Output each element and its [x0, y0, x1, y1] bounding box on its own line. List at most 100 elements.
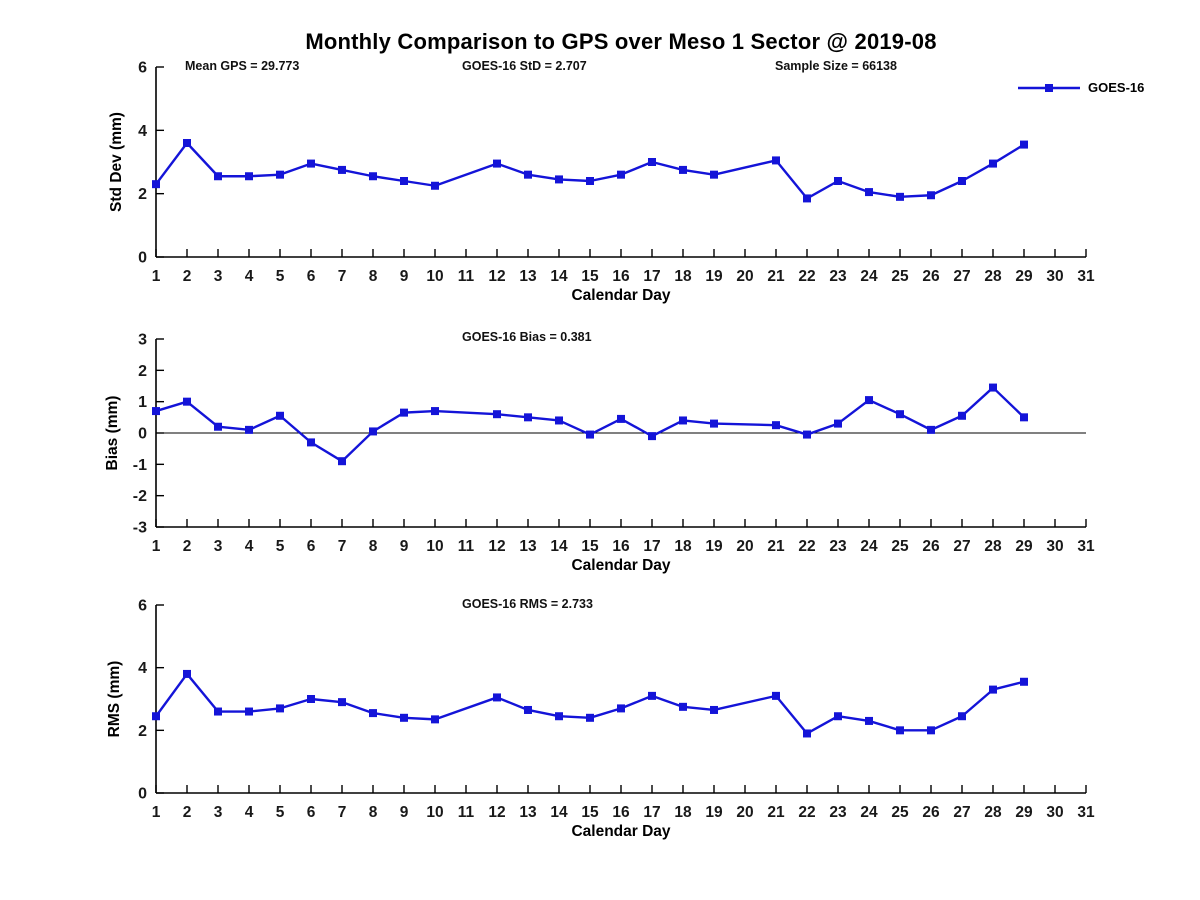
svg-text:23: 23 — [829, 268, 847, 285]
svg-text:29: 29 — [1015, 268, 1033, 285]
svg-text:25: 25 — [891, 538, 909, 555]
svg-text:30: 30 — [1046, 538, 1063, 555]
svg-text:18: 18 — [674, 804, 692, 821]
svg-text:-3: -3 — [133, 520, 147, 537]
svg-text:25: 25 — [891, 804, 909, 821]
svg-text:6: 6 — [307, 538, 316, 555]
svg-text:2: 2 — [138, 723, 147, 740]
svg-text:21: 21 — [767, 538, 785, 555]
svg-text:3: 3 — [214, 268, 223, 285]
svg-text:26: 26 — [922, 538, 940, 555]
svg-text:15: 15 — [581, 804, 599, 821]
svg-text:30: 30 — [1046, 804, 1063, 821]
svg-text:27: 27 — [953, 538, 970, 555]
svg-text:13: 13 — [519, 538, 537, 555]
svg-text:9: 9 — [400, 268, 409, 285]
svg-text:9: 9 — [400, 804, 409, 821]
svg-text:27: 27 — [953, 268, 970, 285]
svg-text:24: 24 — [860, 538, 878, 555]
svg-text:6: 6 — [138, 598, 147, 615]
svg-text:29: 29 — [1015, 804, 1033, 821]
y-axis-label-bias: Bias (mm) — [104, 395, 121, 471]
svg-text:2: 2 — [183, 538, 192, 555]
svg-text:3: 3 — [138, 332, 147, 349]
svg-text:5: 5 — [276, 268, 285, 285]
svg-text:14: 14 — [550, 804, 568, 821]
svg-text:15: 15 — [581, 538, 599, 555]
y-axis-label-rms: RMS (mm) — [106, 660, 123, 738]
svg-text:1: 1 — [152, 538, 161, 555]
svg-text:11: 11 — [458, 268, 475, 285]
svg-text:6: 6 — [307, 804, 316, 821]
svg-text:15: 15 — [581, 268, 599, 285]
legend: GOES-16 — [1016, 80, 1144, 95]
svg-text:2: 2 — [183, 268, 192, 285]
svg-text:22: 22 — [798, 268, 815, 285]
svg-text:10: 10 — [426, 804, 443, 821]
svg-text:11: 11 — [458, 804, 475, 821]
svg-text:6: 6 — [307, 268, 316, 285]
svg-text:4: 4 — [138, 660, 147, 677]
svg-text:2: 2 — [138, 186, 147, 203]
legend-label: GOES-16 — [1088, 80, 1145, 95]
svg-text:14: 14 — [550, 538, 568, 555]
svg-text:4: 4 — [245, 538, 254, 555]
svg-text:27: 27 — [953, 804, 970, 821]
svg-text:12: 12 — [488, 538, 505, 555]
svg-text:12: 12 — [488, 268, 505, 285]
svg-text:6: 6 — [138, 60, 147, 77]
svg-text:-2: -2 — [133, 488, 147, 505]
svg-text:13: 13 — [519, 268, 537, 285]
annotation-goes16-bias: GOES-16 Bias = 0.381 — [462, 330, 592, 344]
svg-text:31: 31 — [1077, 538, 1095, 555]
svg-text:19: 19 — [705, 268, 723, 285]
annotation-sample-size: Sample Size = 66138 — [775, 59, 897, 73]
svg-text:1: 1 — [152, 268, 161, 285]
svg-text:8: 8 — [369, 268, 378, 285]
svg-text:12: 12 — [488, 804, 505, 821]
svg-text:10: 10 — [426, 538, 443, 555]
svg-text:17: 17 — [643, 804, 660, 821]
svg-text:8: 8 — [369, 538, 378, 555]
svg-text:3: 3 — [214, 538, 223, 555]
svg-text:1: 1 — [138, 394, 147, 411]
svg-text:5: 5 — [276, 538, 285, 555]
svg-text:0: 0 — [138, 786, 147, 803]
annotation-mean-gps: Mean GPS = 29.773 — [185, 59, 300, 73]
svg-text:22: 22 — [798, 804, 815, 821]
svg-text:9: 9 — [400, 538, 409, 555]
svg-text:16: 16 — [612, 538, 630, 555]
svg-text:28: 28 — [984, 538, 1002, 555]
svg-text:5: 5 — [276, 804, 285, 821]
x-axis-label-1: Calendar Day — [571, 287, 671, 304]
svg-text:0: 0 — [138, 426, 147, 443]
figure-title: Monthly Comparison to GPS over Meso 1 Se… — [305, 29, 937, 54]
svg-text:17: 17 — [643, 538, 660, 555]
annotation-goes16-std: GOES-16 StD = 2.707 — [462, 59, 587, 73]
svg-text:13: 13 — [519, 804, 537, 821]
svg-text:18: 18 — [674, 538, 692, 555]
svg-text:2: 2 — [138, 363, 147, 380]
svg-text:24: 24 — [860, 804, 878, 821]
svg-text:21: 21 — [767, 804, 785, 821]
svg-text:19: 19 — [705, 538, 723, 555]
svg-text:14: 14 — [550, 268, 568, 285]
svg-text:4: 4 — [138, 123, 147, 140]
svg-text:31: 31 — [1077, 804, 1095, 821]
y-axis-label-stddev: Std Dev (mm) — [108, 112, 125, 212]
x-axis-label-2: Calendar Day — [571, 557, 671, 574]
svg-text:11: 11 — [458, 538, 475, 555]
svg-text:28: 28 — [984, 804, 1002, 821]
svg-text:7: 7 — [338, 268, 347, 285]
svg-text:4: 4 — [245, 804, 254, 821]
svg-text:20: 20 — [736, 804, 753, 821]
annotation-goes16-rms: GOES-16 RMS = 2.733 — [462, 597, 593, 611]
svg-text:30: 30 — [1046, 268, 1063, 285]
svg-text:22: 22 — [798, 538, 815, 555]
legend-line-marker-icon — [1018, 83, 1080, 92]
svg-text:23: 23 — [829, 538, 847, 555]
svg-text:1: 1 — [152, 804, 161, 821]
svg-text:-1: -1 — [133, 457, 147, 474]
svg-text:19: 19 — [705, 804, 723, 821]
